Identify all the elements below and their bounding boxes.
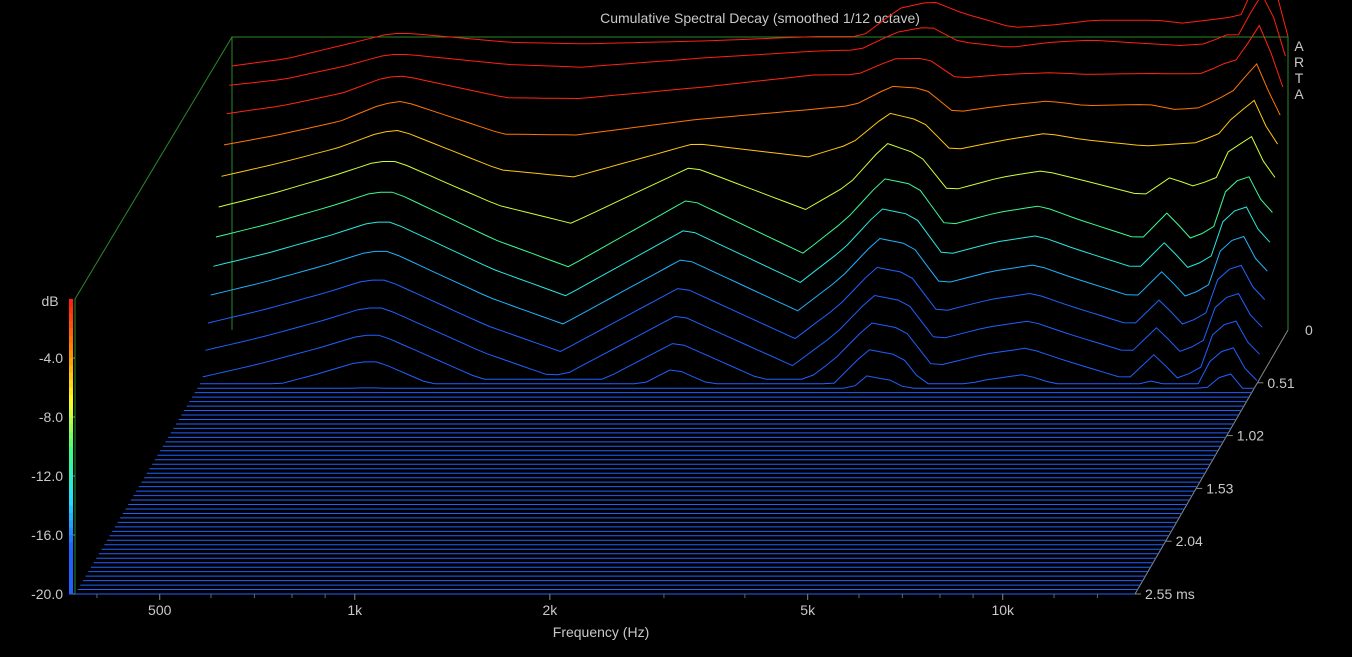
chart-title: Cumulative Spectral Decay (smoothed 1/12… — [600, 10, 920, 26]
decay-slice — [218, 135, 1276, 224]
axis-ticks: 500 1k 2k 5k 10k 0 -4.0 -8.0 -12.0 -16.0 -20.0 0.51… — [31, 299, 1313, 618]
brand-letter: R — [1294, 54, 1304, 70]
color-bar-cell — [69, 424, 73, 433]
color-bar-cell — [69, 380, 73, 388]
left-wall — [74, 36, 233, 594]
z-tick-label: -16.0 — [31, 527, 63, 543]
color-bar-cell — [69, 468, 73, 477]
color-bar-cell — [69, 527, 73, 536]
color-bar-cell — [69, 409, 73, 418]
x-axis-label: Frequency (Hz) — [553, 624, 649, 640]
color-bar-cell — [69, 535, 73, 543]
decay-slice — [197, 373, 1255, 389]
color-bar-cell — [69, 557, 73, 565]
back-wall — [231, 36, 1289, 330]
plot-frame — [74, 36, 1289, 595]
color-bar-cell — [69, 520, 73, 529]
color-bar-cell — [69, 542, 73, 551]
decay-slice — [223, 62, 1281, 146]
decay-slice — [205, 293, 1263, 376]
z-tick-label: -20.0 — [31, 586, 63, 602]
decay-slices — [75, 0, 1289, 595]
decay-slice — [213, 206, 1271, 297]
x-tick-label: 500 — [148, 602, 172, 618]
z-top-tick-label: 0 — [1305, 322, 1313, 338]
time-tick-label: 0.51 — [1267, 375, 1294, 391]
decay-slice — [221, 99, 1279, 178]
decay-slice — [231, 0, 1289, 67]
color-bar-cell — [69, 549, 73, 558]
z-tick-label: -8.0 — [39, 409, 63, 425]
brand-letter: T — [1295, 70, 1304, 86]
z-tick-label: -4.0 — [39, 350, 63, 366]
color-bar-cell — [69, 512, 73, 521]
color-bar-cell — [69, 402, 73, 411]
color-bar-cell — [69, 321, 73, 329]
color-bar-cell — [69, 453, 73, 462]
color-bar-cell — [69, 476, 73, 484]
color-bar-cell — [69, 313, 73, 322]
color-bar-cell — [69, 417, 73, 425]
z-tick-label: -12.0 — [31, 468, 63, 484]
brand-letter: A — [1294, 86, 1304, 102]
color-bar-cell — [69, 483, 73, 492]
color-bar-cell — [69, 299, 73, 307]
decay-slice — [202, 320, 1260, 380]
decay-slice — [207, 264, 1266, 353]
color-bar-cell — [69, 505, 73, 514]
color-bar-cell — [69, 328, 73, 337]
x-tick-label: 10k — [991, 602, 1015, 618]
color-bar-cell — [69, 571, 73, 580]
floor-right-edge — [1134, 329, 1289, 595]
color-bar-cell — [69, 335, 73, 344]
color-bar-cell — [69, 394, 73, 403]
color-bar-cell — [69, 586, 73, 595]
x-tick-label: 1k — [347, 602, 363, 618]
z-axis-label: dB — [41, 293, 58, 309]
color-bar-cell — [69, 358, 73, 366]
time-tick-label: 2.55 ms — [1145, 586, 1195, 602]
color-bar-cell — [69, 372, 73, 381]
color-bar-cell — [69, 439, 73, 447]
color-bar-cell — [69, 350, 73, 359]
x-tick-label: 2k — [542, 602, 558, 618]
color-bar-cell — [69, 343, 73, 352]
brand-letter: A — [1294, 38, 1304, 54]
color-bar-cell — [69, 564, 73, 573]
decay-slice — [215, 176, 1273, 268]
x-tick-label: 5k — [800, 602, 816, 618]
color-bar-cell — [69, 461, 73, 470]
color-bar-cell — [69, 490, 73, 499]
decay-slice — [200, 347, 1258, 385]
time-tick-label: 2.04 — [1176, 533, 1203, 549]
time-tick-label: 1.53 — [1206, 480, 1233, 496]
color-bar-cell — [69, 365, 73, 374]
color-bar-cell — [69, 579, 73, 588]
color-bar-cell — [69, 498, 73, 506]
color-bar-cell — [69, 431, 73, 440]
time-tick-label: 1.02 — [1237, 428, 1264, 444]
color-bar-cell — [69, 446, 73, 455]
color-bar-cell — [69, 387, 73, 396]
decay-slice — [226, 24, 1284, 115]
decay-slice — [210, 235, 1268, 325]
color-bar-cell — [69, 306, 73, 315]
decay-slice — [229, 0, 1286, 86]
